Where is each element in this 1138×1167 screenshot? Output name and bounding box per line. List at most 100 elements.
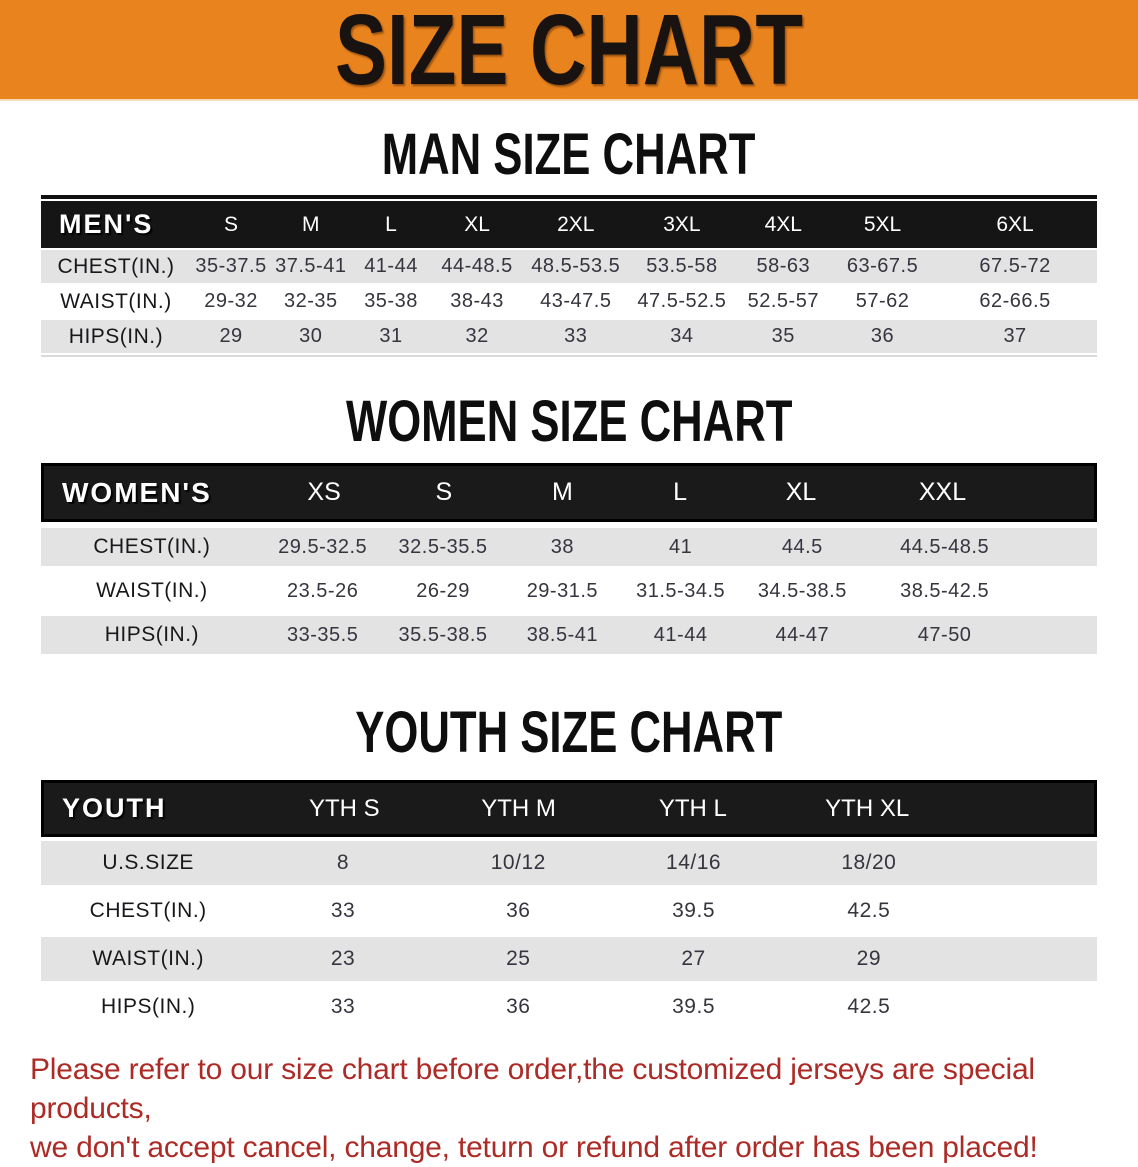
men-size-table-wrap: MEN'S S M L XL 2XL 3XL 4XL 5XL 6XL CHEST(IN.) 35-37…	[41, 195, 1097, 357]
row-label: HIPS(IN.)	[68, 324, 164, 348]
value-cell: 44.5	[781, 535, 823, 558]
value-cell: 26-29	[416, 579, 470, 602]
women-size-table-wrap: WOMEN'S XS S M L XL XXL CHEST(IN.) 29.5-32.5 32.5…	[41, 463, 1097, 654]
table-row: U.S.SIZE 8 10/12 14/16 18/20	[41, 841, 1097, 885]
value-cell: 29	[219, 325, 243, 347]
youth-size-table: YOUTH YTH S YTH M YTH L YTH XL U.S.SIZE 8 10/12…	[41, 780, 1097, 1029]
value-cell: 38.5-41	[526, 623, 599, 646]
value-cell: 38	[550, 535, 574, 558]
table-name: WOMEN'S	[62, 476, 212, 508]
value-cell: 67.5-72	[979, 255, 1051, 277]
size-header: YTH S	[308, 794, 380, 822]
youth-size-table-wrap: YOUTH YTH S YTH M YTH L YTH XL U.S.SIZE 8 10/12…	[41, 780, 1097, 1029]
value-cell: 44-48.5	[441, 255, 513, 277]
value-cell: 37	[1003, 325, 1027, 347]
size-header: S	[435, 478, 453, 506]
women-section-title: WOMEN SIZE CHART	[0, 387, 1138, 454]
women-section-title-text: WOMEN SIZE CHART	[345, 387, 793, 454]
size-header: L	[673, 478, 687, 506]
value-cell: 47-50	[917, 623, 972, 646]
size-header: S	[224, 212, 239, 236]
row-label: CHEST(IN.)	[57, 254, 175, 278]
size-header: XXL	[918, 478, 967, 506]
value-cell: 39.5	[672, 995, 715, 1018]
value-cell: 47.5-52.5	[637, 290, 727, 312]
men-table-bottom-rule	[41, 355, 1097, 357]
value-cell: 31	[379, 325, 403, 347]
value-cell: 29	[856, 947, 882, 970]
youth-section-title: YOUTH SIZE CHART	[0, 698, 1138, 765]
value-cell: 32	[465, 325, 489, 347]
value-cell: 37.5-41	[275, 255, 347, 277]
row-label: HIPS(IN.)	[101, 995, 196, 1018]
disclaimer: Please refer to our size chart before or…	[0, 1050, 1138, 1167]
youth-section-title-text: YOUTH SIZE CHART	[355, 698, 783, 765]
value-cell: 63-67.5	[846, 255, 919, 277]
disclaimer-line1: Please refer to our size chart before or…	[30, 1053, 1035, 1125]
value-cell: 33	[330, 995, 356, 1018]
table-name: MEN'S	[59, 209, 154, 239]
value-cell: 42.5	[847, 995, 891, 1018]
value-cell: 34.5-38.5	[757, 579, 847, 602]
value-cell: 23	[330, 947, 356, 970]
table-row: WAIST(IN.) 29-32 32-35 35-38 38-43 43-47.5 47.…	[41, 285, 1097, 318]
value-cell: 14/16	[666, 851, 722, 874]
men-table-top-rule	[41, 195, 1097, 199]
table-row: CHEST(IN.) 35-37.5 37.5-41 41-44 44-48.5 48.5…	[41, 250, 1097, 283]
value-cell: 35-38	[364, 290, 418, 312]
value-cell: 57-62	[855, 290, 910, 312]
value-cell: 25	[506, 947, 531, 970]
value-cell: 29-31.5	[526, 579, 599, 602]
table-row: CHEST(IN.) 33 36 39.5 42.5	[41, 889, 1097, 933]
size-header: YTH XL	[825, 794, 910, 822]
value-cell: 42.5	[847, 899, 891, 922]
value-cell: 34	[670, 325, 694, 347]
value-cell: 38-43	[450, 290, 504, 312]
value-cell: 33-35.5	[287, 623, 359, 646]
value-cell: 44-47	[775, 623, 830, 646]
men-section-title: MAN SIZE CHART	[0, 120, 1138, 187]
value-cell: 41-44	[653, 623, 708, 646]
row-label: WAIST(IN.)	[92, 947, 204, 970]
size-header: M	[552, 478, 573, 506]
value-cell: 36	[870, 325, 895, 347]
banner: SIZE CHART	[0, 0, 1138, 101]
size-header: YTH L	[658, 794, 727, 822]
table-header-row: YOUTH YTH S YTH M YTH L YTH XL	[41, 780, 1097, 837]
table-row: HIPS(IN.) 33 36 39.5 42.5	[41, 985, 1097, 1029]
size-header: L	[385, 212, 397, 236]
value-cell: 33	[564, 325, 588, 347]
table-row: WAIST(IN.) 23 25 27 29	[41, 937, 1097, 981]
value-cell: 41	[669, 535, 693, 558]
size-header: 6XL	[996, 212, 1034, 236]
disclaimer-line2: we don't accept cancel, change, teturn o…	[30, 1131, 1038, 1164]
value-cell: 44.5-48.5	[900, 535, 990, 558]
size-header: 2XL	[557, 212, 595, 236]
size-header: XS	[307, 478, 341, 506]
value-cell: 29-32	[204, 290, 258, 312]
value-cell: 18/20	[841, 851, 897, 874]
size-header: 5XL	[863, 212, 902, 236]
value-cell: 32-35	[283, 290, 338, 312]
value-cell: 38.5-42.5	[900, 579, 990, 602]
size-header: XL	[464, 212, 490, 236]
value-cell: 36	[506, 995, 531, 1018]
value-cell: 62-66.5	[979, 290, 1051, 312]
row-label: U.S.SIZE	[102, 851, 194, 874]
value-cell: 31.5-34.5	[636, 579, 726, 602]
table-row: WAIST(IN.) 23.5-26 26-29 29-31.5 31.5-34.5 34…	[41, 572, 1097, 610]
value-cell: 33	[330, 899, 356, 922]
value-cell: 30	[299, 325, 323, 347]
banner-title: SIZE CHART	[335, 0, 803, 106]
value-cell: 48.5-53.5	[531, 255, 621, 277]
row-label: WAIST(IN.)	[96, 579, 208, 602]
value-cell: 53.5-58	[646, 255, 718, 277]
men-section-title-text: MAN SIZE CHART	[382, 120, 756, 187]
size-header: XL	[785, 478, 817, 506]
size-header: 3XL	[663, 212, 701, 236]
men-size-table: MEN'S S M L XL 2XL 3XL 4XL 5XL 6XL CHEST(IN.) 35-37…	[41, 201, 1097, 353]
value-cell: 29.5-32.5	[278, 535, 368, 558]
value-cell: 35-37.5	[195, 255, 267, 277]
size-header: M	[302, 212, 320, 236]
